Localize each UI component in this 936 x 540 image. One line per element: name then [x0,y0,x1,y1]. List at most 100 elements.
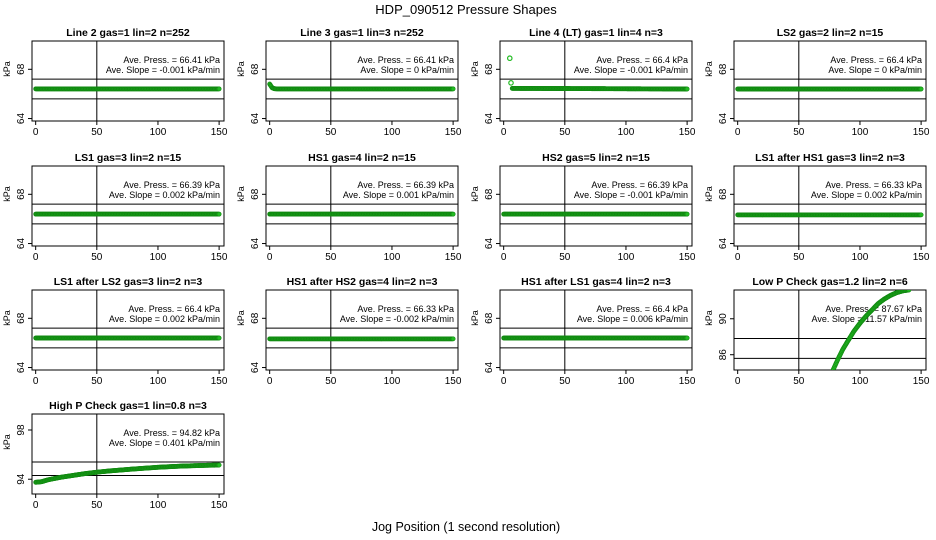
x-tick-label: 0 [501,127,507,138]
panel-title: Line 3 gas=1 lin=3 n=252 [300,27,424,39]
average-slope-label: Ave. Slope = -0.001 kPa/min [574,190,688,200]
x-tick-label: 50 [91,127,103,138]
plot-frame [31,165,225,247]
average-pressure-label: Ave. Press. = 66.41 kPa [123,55,220,65]
average-pressure-label: Ave. Press. = 66.39 kPa [357,180,454,190]
average-slope-label: Ave. Slope = -0.001 kPa/min [574,65,688,75]
y-tick-label: 68 [250,312,261,324]
x-tick-label: 50 [91,376,103,387]
panel-7: HS2 gas=5 lin=2 n=15 64 68 kPa 0 50 100 150 Ave.… [470,152,696,263]
average-slope-label: Ave. Slope = 0.002 kPa/min [811,190,922,200]
plot-frame [499,40,693,122]
x-tick-label: 50 [793,252,805,263]
data-point [216,462,222,468]
x-tick-label: 0 [267,376,273,387]
plot-frame [733,289,927,371]
data-points [267,336,456,342]
y-tick-label: 68 [16,188,27,200]
average-slope-label: Ave. Slope = -0.001 kPa/min [106,65,220,75]
x-tick-label: 150 [445,376,462,387]
x-tick-label: 50 [91,500,103,511]
y-axis-label: kPa [2,61,12,77]
panel-11: HS1 after LS1 gas=4 lin=2 n=3 64 68 kPa 0 50 1… [470,276,696,387]
y-axis-label: kPa [236,310,246,326]
panel-9: LS1 after LS2 gas=3 lin=2 n=3 64 68 kPa 0 50 1… [2,276,228,387]
y-axis-label: kPa [2,310,12,326]
x-tick-label: 150 [679,376,696,387]
panel-5: LS1 gas=3 lin=2 n=15 64 68 kPa 0 50 100 150 Ave.… [2,152,228,263]
x-tick-label: 50 [559,252,571,263]
x-tick-label: 0 [735,252,741,263]
x-tick-label: 0 [33,127,39,138]
data-points [506,55,690,92]
average-slope-label: Ave. Slope = 11.57 kPa/min [812,314,923,324]
data-point [450,211,456,217]
panel-title: HS1 after LS1 gas=4 lin=2 n=3 [521,276,671,288]
y-tick-label: 64 [16,362,27,374]
panel-3: Line 4 (LT) gas=1 lin=4 n=3 64 68 kPa 0 50 100… [470,27,696,138]
average-pressure-label: Ave. Press. = 66.4 kPa [596,304,688,314]
x-tick-label: 0 [501,252,507,263]
average-slope-label: Ave. Slope = 0.002 kPa/min [109,314,220,324]
plot-frame [265,40,459,122]
plot-frame [499,289,693,371]
plot-frame [733,165,927,247]
y-tick-label: 64 [16,113,27,125]
panel-10: HS1 after HS2 gas=4 lin=2 n=3 64 68 kPa 0 50 1… [236,276,462,387]
y-axis-label: kPa [2,434,12,450]
data-point [918,86,924,92]
y-tick-label: 64 [484,238,495,250]
data-point [450,336,456,342]
y-axis-label: kPa [236,61,246,77]
data-point [450,86,456,92]
panel-1: Line 2 gas=1 lin=2 n=252 64 68 kPa 0 50 100 150… [2,27,228,138]
x-tick-label: 0 [735,376,741,387]
panel-title: Line 4 (LT) gas=1 lin=4 n=3 [529,27,663,39]
x-tick-label: 100 [150,127,167,138]
y-axis-label: kPa [470,61,480,77]
x-tick-label: 150 [211,376,228,387]
outlier-point [506,55,513,62]
y-tick-label: 90 [718,313,729,325]
average-pressure-label: Ave. Press. = 66.33 kPa [357,304,454,314]
data-points [501,211,690,217]
average-pressure-label: Ave. Press. = 66.4 kPa [128,304,220,314]
y-tick-label: 68 [250,188,261,200]
data-point [918,212,924,218]
y-tick-label: 68 [250,63,261,75]
y-tick-label: 64 [484,362,495,374]
data-points [33,86,222,92]
panel-title: Low P Check gas=1.2 lin=2 n=6 [752,276,907,288]
panel-title: Line 2 gas=1 lin=2 n=252 [66,27,190,39]
x-tick-label: 50 [559,376,571,387]
x-tick-label: 0 [267,127,273,138]
data-point [216,86,222,92]
x-tick-label: 50 [91,252,103,263]
panel-title: LS1 after HS1 gas=3 lin=2 n=3 [755,152,905,164]
data-points [33,462,222,485]
y-tick-label: 64 [718,113,729,125]
x-tick-label: 0 [267,252,273,263]
x-tick-label: 150 [445,252,462,263]
y-axis-label: kPa [2,186,12,202]
x-tick-label: 100 [150,500,167,511]
data-points [33,211,222,217]
y-tick-label: 68 [484,312,495,324]
figure-title: HDP_090512 Pressure Shapes [375,2,557,17]
y-axis-label: kPa [704,186,714,202]
average-pressure-label: Ave. Press. = 66.39 kPa [591,180,688,190]
y-tick-label: 94 [16,473,27,485]
data-points [33,335,222,341]
plot-frame [31,413,225,495]
x-tick-label: 100 [618,127,635,138]
x-tick-label: 100 [852,127,869,138]
average-pressure-label: Ave. Press. = 94.82 kPa [123,428,220,438]
x-tick-label: 50 [793,376,805,387]
y-tick-label: 64 [250,113,261,125]
x-tick-label: 100 [618,376,635,387]
data-point [684,211,690,217]
panel-title: High P Check gas=1 lin=0.8 n=3 [49,400,207,412]
plot-frame [499,165,693,247]
y-tick-label: 68 [16,63,27,75]
